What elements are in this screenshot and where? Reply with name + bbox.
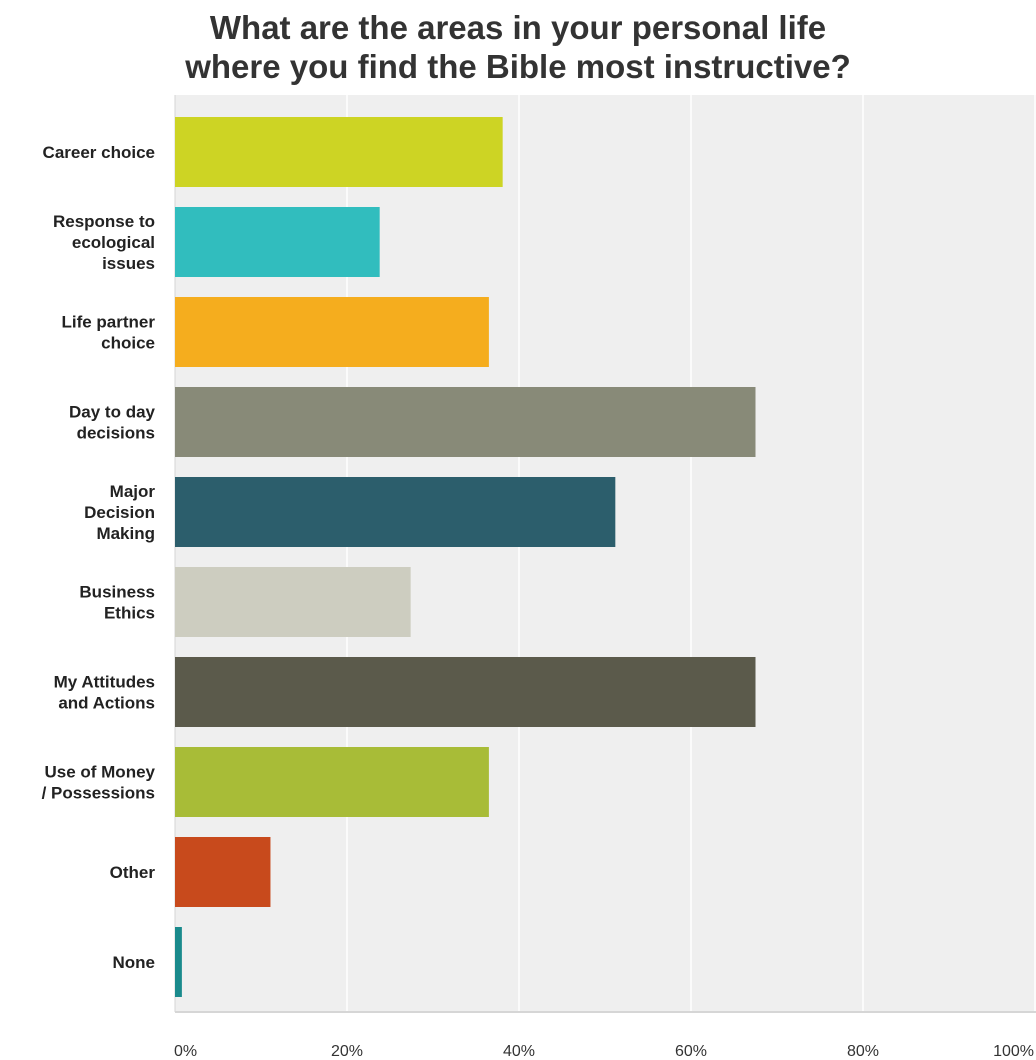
- x-tick-label-5: 100%: [993, 1043, 1034, 1060]
- category-label-2-0: Life partner: [61, 313, 155, 332]
- chart-title-line-1: What are the areas in your personal life: [209, 9, 827, 46]
- x-tick-label-3: 60%: [675, 1043, 707, 1060]
- category-label-6-0: My Attitudes: [54, 673, 155, 692]
- category-labels: Career choice Response to ecological issues…: [42, 143, 156, 972]
- category-label-0-0: Career choice: [43, 143, 155, 162]
- category-label-5-0: Business: [79, 583, 155, 602]
- x-tick-label-0: 0%: [174, 1043, 197, 1060]
- category-label-4-0: Major: [110, 482, 156, 501]
- category-label-8-0: Other: [110, 863, 156, 882]
- bar-1: [175, 207, 380, 277]
- chart-title: What are the areas in your personal life…: [0, 8, 1036, 86]
- category-label-4-2: Making: [96, 524, 155, 543]
- category-label-5-1: Ethics: [104, 604, 155, 623]
- category-label-1-1: ecological: [72, 233, 155, 252]
- category-label-2-1: choice: [101, 334, 155, 353]
- chart-title-line-2: where you find the Bible most instructiv…: [185, 48, 851, 85]
- bar-6: [175, 657, 756, 727]
- bar-5: [175, 567, 411, 637]
- x-axis-ticks: 0% 20% 40% 60% 80% 100%: [174, 1043, 1034, 1060]
- category-label-7-1: / Possessions: [42, 784, 155, 803]
- bar-4: [175, 477, 616, 547]
- category-label-6-1: and Actions: [58, 694, 155, 713]
- category-label-4-1: Decision: [84, 503, 155, 522]
- category-label-3-0: Day to day: [69, 403, 156, 422]
- bar-2: [175, 297, 489, 367]
- bar-8: [175, 837, 271, 907]
- x-tick-label-1: 20%: [331, 1043, 363, 1060]
- x-tick-label-2: 40%: [503, 1043, 535, 1060]
- bars: [175, 117, 756, 997]
- x-tick-label-4: 80%: [847, 1043, 879, 1060]
- bar-3: [175, 387, 756, 457]
- bar-0: [175, 117, 503, 187]
- category-label-1-0: Response to: [53, 212, 155, 231]
- category-label-1-2: issues: [102, 254, 155, 273]
- category-label-3-1: decisions: [77, 424, 155, 443]
- bar-7: [175, 747, 489, 817]
- category-label-9-0: None: [113, 953, 156, 972]
- category-label-7-0: Use of Money: [44, 763, 155, 782]
- bar-9: [175, 927, 182, 997]
